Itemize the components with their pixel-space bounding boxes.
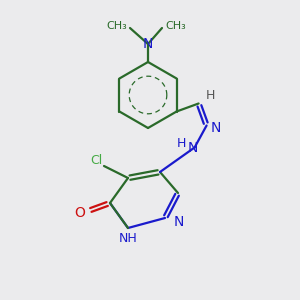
Text: O: O xyxy=(75,206,86,220)
Text: NH: NH xyxy=(118,232,137,245)
Text: Cl: Cl xyxy=(90,154,102,166)
Text: H: H xyxy=(177,137,186,150)
Text: H: H xyxy=(206,89,215,102)
Text: N: N xyxy=(188,140,198,154)
Text: CH₃: CH₃ xyxy=(165,21,186,31)
Text: CH₃: CH₃ xyxy=(106,21,127,31)
Text: N: N xyxy=(210,121,221,134)
Text: N: N xyxy=(143,37,153,51)
Text: N: N xyxy=(174,215,184,229)
